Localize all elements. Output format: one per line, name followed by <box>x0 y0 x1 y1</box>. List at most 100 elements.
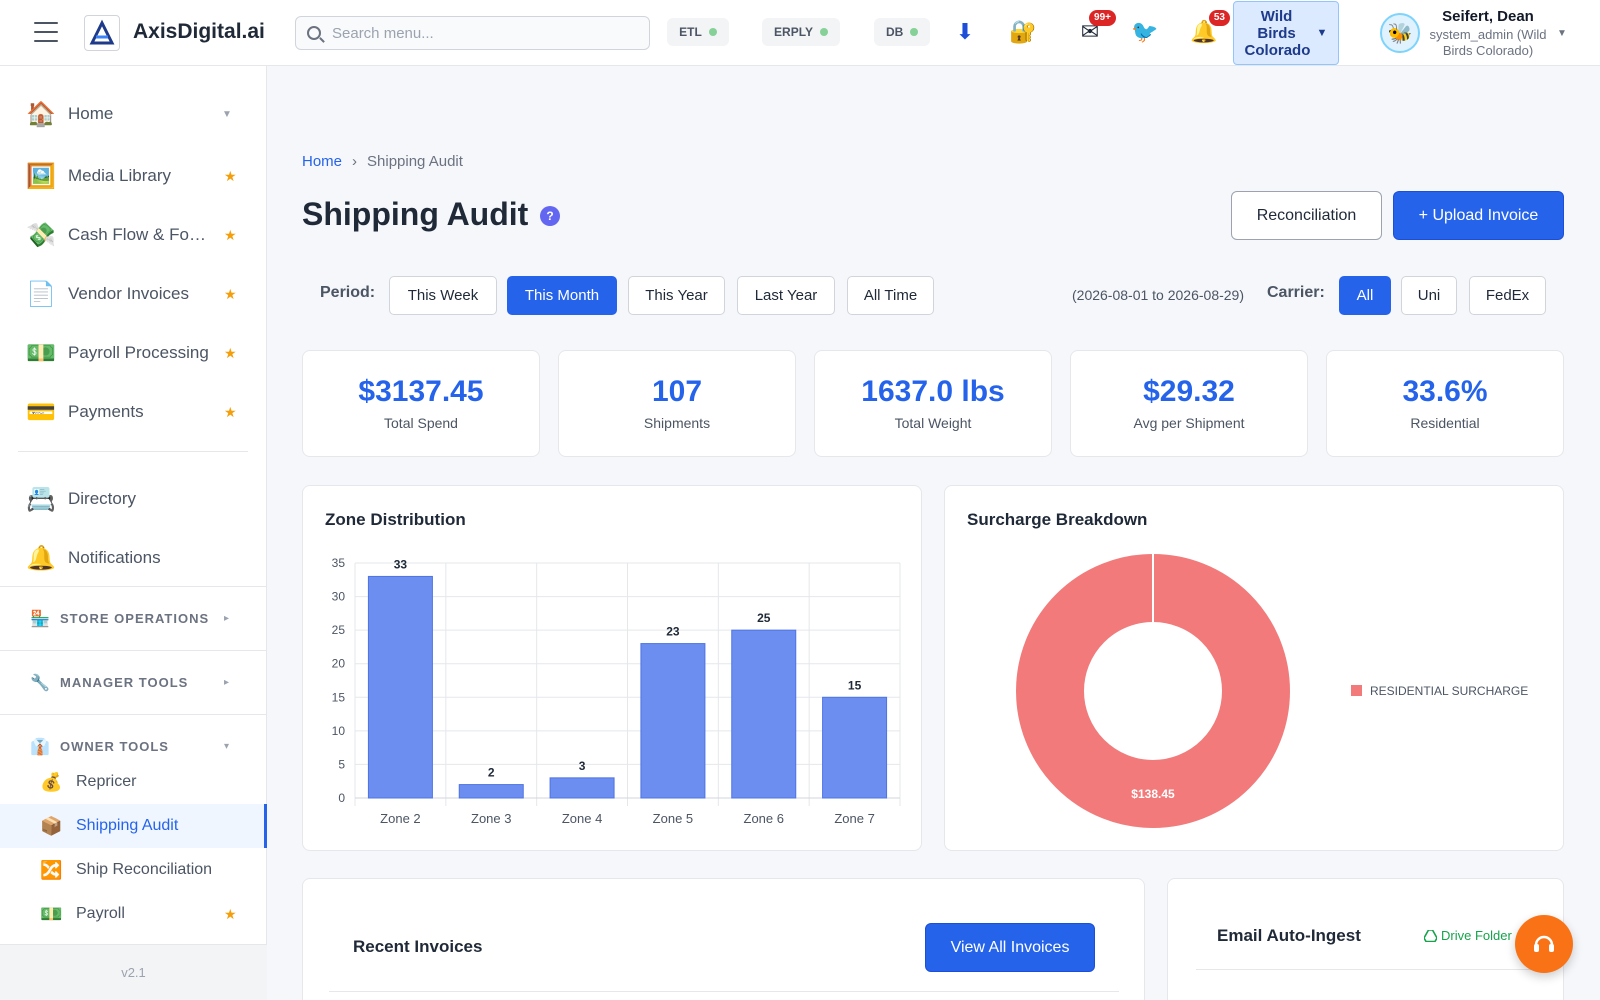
help-icon[interactable]: ? <box>540 206 560 226</box>
surcharge-panel-title: Surcharge Breakdown <box>967 510 1148 529</box>
reconciliation-button[interactable]: Reconciliation <box>1231 191 1382 240</box>
sidebar-item-icon: 🏠 <box>26 100 56 128</box>
sidebar-item-label: Notifications <box>68 548 161 567</box>
y-tick-label: 30 <box>332 590 346 604</box>
period-filter-button[interactable]: This Year <box>628 276 725 315</box>
breadcrumb-home-link[interactable]: Home <box>302 153 343 170</box>
bar[interactable] <box>367 575 433 799</box>
sidebar-item-label: Home <box>68 104 114 123</box>
favorite-star-icon[interactable]: ★ <box>224 403 237 420</box>
x-tick-label: Zone 6 <box>744 811 784 826</box>
avatar[interactable]: 🐝 <box>1380 13 1420 53</box>
carrier-label: Carrier: <box>1267 284 1325 301</box>
user-name: Seifert, Dean <box>1442 8 1534 25</box>
sidebar-subitem-label: Ship Reconciliation <box>76 861 213 878</box>
brand-name[interactable]: AxisDigital.ai <box>133 20 265 43</box>
stat-label: Total Weight <box>894 415 972 431</box>
sidebar-subitem-icon: 📦 <box>40 815 63 836</box>
status-erply[interactable]: ERPLY <box>762 18 840 46</box>
sidebar-item-label: Vendor Invoices <box>68 284 189 303</box>
drive-folder-link[interactable]: Drive Folder <box>1424 928 1512 943</box>
sidebar-subitem[interactable]: 💵 Payroll ★ <box>0 892 267 936</box>
chevron-right-icon: ▸ <box>224 613 230 624</box>
period-filter-button[interactable]: Last Year <box>737 276 835 315</box>
section-store-operations[interactable]: 🏪 STORE OPERATIONS ▸ <box>0 586 267 650</box>
y-tick-label: 35 <box>332 556 346 570</box>
favorite-star-icon[interactable]: ★ <box>224 905 237 922</box>
mail-button[interactable]: ✉ 99+ <box>1074 10 1116 48</box>
download-icon[interactable]: ⬇ <box>955 19 975 44</box>
sidebar-item[interactable]: 🏠 Home ▼ <box>0 88 267 140</box>
sidebar-subitem-label: Payroll <box>76 905 125 922</box>
view-all-invoices-button[interactable]: View All Invoices <box>925 923 1095 972</box>
status-db-label: DB <box>886 25 904 39</box>
app-version: v2.1 <box>0 944 267 1000</box>
x-tick-label: Zone 3 <box>471 811 511 826</box>
status-etl[interactable]: ETL <box>667 18 729 46</box>
sidebar-item[interactable]: 💳 Payments ★ <box>0 386 267 438</box>
menu-toggle-icon[interactable] <box>34 22 58 42</box>
period-filter-button[interactable]: All Time <box>847 276 934 315</box>
sidebar-item-icon: 💳 <box>26 398 56 426</box>
stat-label: Residential <box>1410 415 1480 431</box>
user-chevron-down-icon[interactable]: ▼ <box>1557 28 1567 39</box>
favorite-star-icon[interactable]: ★ <box>224 226 237 243</box>
carrier-filter-button[interactable]: Uni <box>1401 276 1457 315</box>
y-tick-label: 10 <box>332 724 346 738</box>
breadcrumb-separator: › <box>352 153 358 170</box>
drive-icon <box>1424 929 1437 942</box>
bar[interactable] <box>458 784 524 799</box>
sidebar-item-icon: 📇 <box>26 485 56 513</box>
notifications-button[interactable]: 🔔 53 <box>1188 10 1230 48</box>
recent-divider <box>329 991 1119 992</box>
period-filter-button[interactable]: This Month <box>507 276 617 315</box>
x-tick-label: Zone 2 <box>380 811 420 826</box>
y-tick-label: 20 <box>332 657 346 671</box>
sidebar-item-icon: 🖼️ <box>26 162 56 190</box>
legend-label[interactable]: RESIDENTIAL SURCHARGE <box>1370 684 1528 698</box>
store-selector[interactable]: Wild Birds Colorado ▼ <box>1233 1 1339 65</box>
favorite-star-icon[interactable]: ★ <box>224 285 237 302</box>
sidebar-item-label: Payments <box>68 402 144 421</box>
search-input[interactable] <box>332 24 632 42</box>
stat-value: 33.6% <box>1402 375 1488 408</box>
support-chat-button[interactable] <box>1515 915 1573 973</box>
brand-logo[interactable] <box>84 15 120 51</box>
period-filter-button[interactable]: This Week <box>389 276 497 315</box>
bar[interactable] <box>822 696 888 799</box>
headset-icon <box>1534 935 1554 952</box>
carrier-filter-button[interactable]: All <box>1339 276 1391 315</box>
sidebar-subitem[interactable]: 📦 Shipping Audit <box>0 804 267 848</box>
carrier-filter-button[interactable]: FedEx <box>1469 276 1546 315</box>
sidebar-subitem-label: Repricer <box>76 773 137 790</box>
section-owner-tools[interactable]: 👔 OWNER TOOLS ▾ <box>0 714 267 778</box>
bar[interactable] <box>640 643 706 799</box>
status-etl-label: ETL <box>679 25 702 39</box>
sidebar-item[interactable]: 📇 Directory <box>0 473 267 525</box>
sidebar-item[interactable]: 📄 Vendor Invoices ★ <box>0 268 267 320</box>
bar[interactable] <box>549 777 615 799</box>
favorite-star-icon[interactable]: ★ <box>224 344 237 361</box>
bird-icon[interactable]: 🐦 <box>1131 19 1159 44</box>
sidebar-subitem[interactable]: 🔀 Ship Reconciliation <box>0 848 267 892</box>
page-title: Shipping Audit <box>302 196 529 232</box>
bar[interactable] <box>731 629 797 799</box>
sidebar-item[interactable]: 💸 Cash Flow & Forecasting ★ <box>0 209 267 261</box>
status-db[interactable]: DB <box>874 18 930 46</box>
search-box[interactable] <box>295 16 650 50</box>
bar-value-label: 33 <box>394 557 408 571</box>
sidebar-item[interactable]: 💵 Payroll Processing ★ <box>0 327 267 379</box>
sidebar: 🏠 Home ▼ 🖼️ Media Library ★ 💸 Cash Flow & Forec… <box>0 66 267 1000</box>
sidebar-item[interactable]: 🔔 Notifications <box>0 532 267 584</box>
favorite-star-icon[interactable]: ★ <box>224 167 237 184</box>
mail-badge: 99+ <box>1089 10 1116 26</box>
user-menu[interactable]: Seifert, Dean system_admin (Wild Birds C… <box>1428 8 1548 59</box>
sidebar-subitem[interactable]: 💰 Repricer <box>0 760 267 804</box>
lock-icon[interactable]: 🔐 <box>1009 19 1037 44</box>
sidebar-item-icon: 📄 <box>26 280 56 308</box>
section-manager-tools[interactable]: 🔧 MANAGER TOOLS ▸ <box>0 650 267 714</box>
upload-invoice-button[interactable]: + Upload Invoice <box>1393 191 1564 240</box>
recent-invoices-title: Recent Invoices <box>353 937 483 956</box>
stat-label: Shipments <box>643 415 711 431</box>
sidebar-item[interactable]: 🖼️ Media Library ★ <box>0 150 267 202</box>
